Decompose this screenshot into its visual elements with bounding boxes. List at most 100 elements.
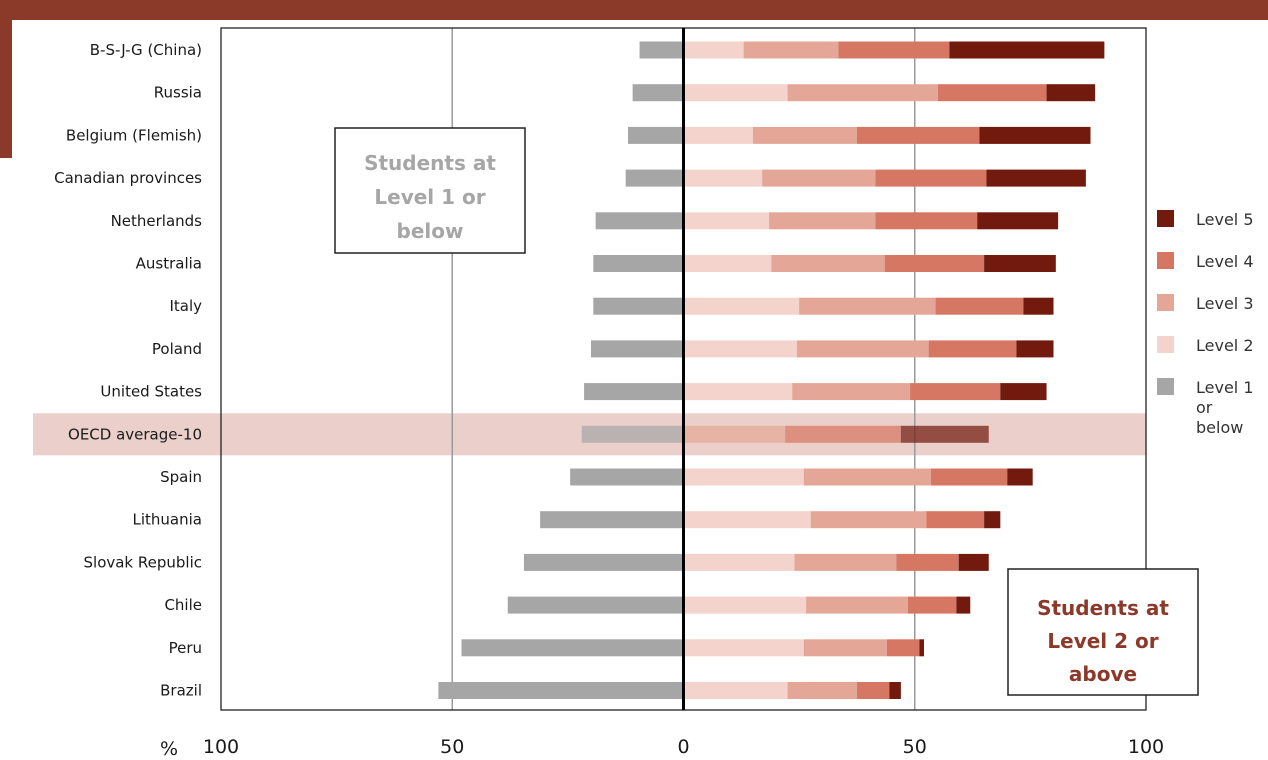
bar-netherlands-level1: [595, 212, 684, 230]
bar-slovak-republic-level4: [896, 553, 959, 571]
bar-slovak-republic-level2: [683, 553, 795, 571]
legend-label-level5: Level 5: [1196, 210, 1254, 229]
legend-label-level2: Level 2: [1196, 336, 1254, 355]
x-tick-label: 50: [440, 736, 464, 758]
bar-australia-level5: [984, 255, 1056, 272]
legend-label-level1: below: [1196, 418, 1243, 437]
x-tick-label: 50: [903, 736, 927, 758]
bar-peru-level5: [919, 639, 924, 657]
bar-lithuania-level4: [926, 511, 985, 529]
bar-canadian-provinces-level1: [625, 169, 684, 187]
category-label-peru: Peru: [169, 639, 202, 657]
bar-poland-level3: [796, 340, 929, 358]
bar-belgium-flemish-level3: [752, 126, 857, 144]
bar-oecd-average-10-level1: [581, 425, 684, 443]
bar-lithuania-level3: [810, 511, 927, 529]
bar-slovak-republic-level3: [794, 553, 897, 571]
legend-swatch-level4: [1157, 252, 1174, 269]
bar-brazil-level2: [683, 682, 788, 699]
bar-canadian-provinces-level3: [762, 169, 876, 187]
bar-b-s-j-g-china-level4: [838, 41, 950, 59]
bar-spain-level1: [570, 468, 684, 486]
bar-belgium-flemish-level1: [628, 126, 684, 144]
header-banner: [0, 0, 1268, 20]
bar-australia-level3: [771, 255, 885, 272]
annotation-right-line-2: Level 2 or: [1047, 629, 1158, 653]
category-label-australia: Australia: [136, 255, 202, 273]
legend-label-level3: Level 3: [1196, 294, 1254, 313]
bar-italy-level5: [1023, 297, 1054, 315]
bar-b-s-j-g-china-level5: [949, 41, 1105, 59]
bar-peru-level2: [683, 639, 804, 657]
bar-spain-level3: [803, 468, 931, 486]
bar-russia-level3: [787, 84, 938, 102]
bar-netherlands-level2: [683, 212, 770, 230]
bar-peru-level4: [887, 639, 920, 657]
bar-russia-level5: [1046, 84, 1096, 102]
bar-poland-level5: [1016, 340, 1054, 358]
category-label-b-s-j-g-china: B-S-J-G (China): [90, 41, 202, 59]
bar-belgium-flemish-level4: [856, 126, 980, 144]
bar-brazil-level5: [889, 682, 901, 699]
bar-australia-level4: [884, 255, 985, 272]
bar-oecd-average-10-level3: [683, 425, 786, 443]
legend-swatch-level5: [1157, 210, 1174, 227]
bar-belgium-flemish-level2: [683, 126, 753, 144]
x-tick-label: 0: [677, 736, 689, 758]
bar-spain-level2: [683, 468, 804, 486]
category-label-russia: Russia: [154, 84, 202, 102]
bar-chile-level4: [907, 596, 957, 614]
legend-swatch-level2: [1157, 336, 1174, 353]
bar-italy-level2: [683, 297, 800, 315]
category-label-united-states: United States: [100, 383, 202, 401]
bar-poland-level2: [683, 340, 797, 358]
bar-b-s-j-g-china-level3: [743, 41, 839, 59]
bar-canadian-provinces-level4: [875, 169, 987, 187]
bar-australia-level2: [683, 255, 772, 272]
bar-russia-level1: [632, 84, 684, 102]
legend-swatch-level3: [1157, 294, 1174, 311]
bar-poland-level1: [591, 340, 684, 358]
side-banner: [0, 0, 12, 158]
bar-b-s-j-g-china-level1: [639, 41, 684, 59]
bar-netherlands-level5: [977, 212, 1059, 230]
category-label-brazil: Brazil: [160, 682, 202, 700]
bar-chile-level2: [683, 596, 807, 614]
bar-italy-level3: [799, 297, 936, 315]
bar-australia-level1: [593, 255, 684, 272]
bar-italy-level4: [935, 297, 1024, 315]
bar-oecd-average-10-level5: [900, 425, 989, 443]
bar-netherlands-level4: [875, 212, 978, 230]
bar-slovak-republic-level5: [958, 553, 989, 571]
bar-russia-level4: [937, 84, 1047, 102]
legend-label-level4: Level 4: [1196, 252, 1254, 271]
bar-oecd-average-10-level4: [785, 425, 901, 443]
annotation-right: Students at Level 2 or above: [1007, 568, 1199, 696]
bar-brazil-level3: [787, 682, 857, 699]
bar-spain-level4: [930, 468, 1008, 486]
bar-belgium-flemish-level5: [979, 126, 1091, 144]
annotation-left-line-1: Students at: [364, 151, 496, 175]
annotation-left-line-3: below: [397, 219, 464, 243]
bar-canadian-provinces-level5: [986, 169, 1086, 187]
category-label-canadian-provinces: Canadian provinces: [54, 169, 202, 187]
x-tick-label: 100: [203, 736, 239, 758]
bar-brazil-level1: [438, 682, 684, 699]
category-label-chile: Chile: [164, 596, 202, 614]
category-label-oecd-average-10: OECD average-10: [68, 425, 202, 443]
bar-chile-level3: [806, 596, 908, 614]
legend-swatch-level1: [1157, 378, 1174, 395]
category-label-italy: Italy: [169, 297, 202, 315]
bar-lithuania-level1: [540, 511, 684, 529]
annotation-right-line-1: Students at: [1037, 596, 1169, 620]
bar-lithuania-level2: [683, 511, 811, 529]
bar-slovak-republic-level1: [523, 553, 684, 571]
bar-poland-level4: [928, 340, 1017, 358]
bar-chile-level1: [507, 596, 684, 614]
bar-lithuania-level5: [984, 511, 1001, 529]
bar-canadian-provinces-level2: [683, 169, 763, 187]
bar-chile-level5: [956, 596, 971, 614]
bar-united-states-level3: [792, 383, 911, 401]
bar-russia-level2: [683, 84, 788, 102]
legend-label-level1: Level 1: [1196, 378, 1254, 397]
